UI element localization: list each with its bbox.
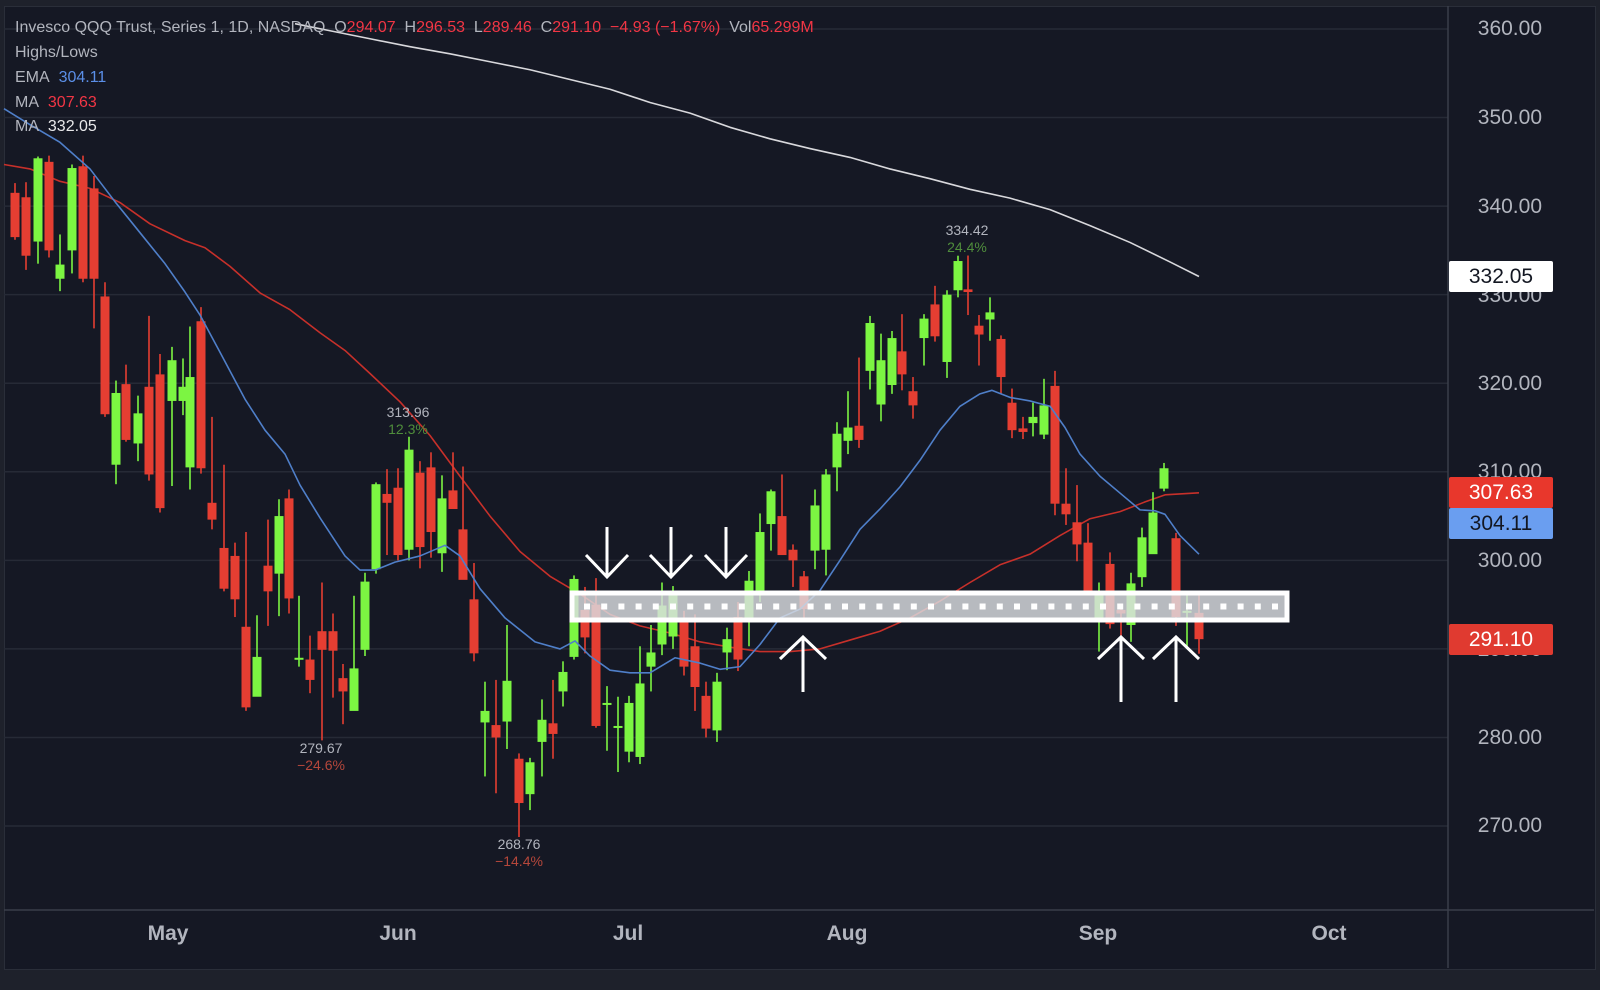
- symbol-legend: Invesco QQQ Trust, Series 1, 1D, NASDAQ …: [15, 19, 814, 37]
- annotation-arrows: [584, 527, 1201, 702]
- low-value: 289.46: [482, 19, 532, 36]
- open-label: O: [334, 19, 347, 36]
- x-tick-label: May: [147, 922, 189, 945]
- x-tick-label: Aug: [826, 922, 868, 945]
- indicator-highs-lows[interactable]: Highs/Lows: [15, 44, 98, 62]
- low-marker-268: 268.76 −14.4%: [495, 836, 543, 870]
- low-marker-pct: −14.4%: [495, 853, 543, 869]
- indicator-ma-50[interactable]: MA 307.63: [15, 94, 97, 112]
- support-band: [569, 590, 1290, 623]
- volume-label: Vol: [729, 19, 752, 36]
- indicator-ema[interactable]: EMA 304.11: [15, 69, 106, 87]
- high-marker-pct: 24.4%: [947, 239, 987, 255]
- high-label: H: [404, 19, 417, 36]
- candlesticks: [10, 155, 1204, 838]
- y-tick-label: 360.00: [1477, 17, 1542, 40]
- low-marker-pct: −24.6%: [297, 757, 345, 773]
- y-tick-label: 280.00: [1477, 726, 1542, 749]
- chart-frame: [4, 6, 1596, 970]
- high-value: 296.53: [416, 19, 465, 36]
- y-tick-label: 350.00: [1477, 106, 1542, 129]
- y-tick-label: 320.00: [1477, 372, 1542, 395]
- indicator-value: 332.05: [47, 118, 97, 135]
- indicator-value: 307.63: [47, 94, 97, 111]
- high-marker-pct: 12.3%: [388, 421, 428, 437]
- low-label: L: [473, 19, 483, 36]
- high-marker-price: 313.96: [386, 404, 430, 420]
- indicator-name: MA: [15, 94, 39, 111]
- change-value: −4.93 (−1.67%): [610, 19, 721, 36]
- volume-value: 65.299M: [751, 19, 814, 36]
- low-marker-price: 268.76: [497, 836, 541, 852]
- low-marker-279: 279.67 −24.6%: [297, 740, 345, 774]
- low-marker-price: 279.67: [299, 740, 343, 756]
- close-value: 291.10: [552, 19, 602, 36]
- close-label: C: [540, 19, 553, 36]
- ma-50-price-tag: 307.63: [1449, 477, 1553, 509]
- ma-200-line: [294, 22, 1200, 278]
- high-marker-334: 334.42 24.4%: [946, 222, 989, 256]
- high-marker-313: 313.96 12.3%: [387, 404, 430, 438]
- indicator-name: Highs/Lows: [15, 44, 98, 61]
- y-tick-label: 340.00: [1477, 195, 1542, 218]
- x-tick-label: Jun: [379, 922, 417, 945]
- indicator-ma-200[interactable]: MA 332.05: [15, 118, 97, 136]
- last-price-tag: 291.10: [1449, 623, 1553, 655]
- y-tick-label: 300.00: [1477, 549, 1542, 572]
- x-tick-label: Sep: [1078, 922, 1118, 945]
- symbol-title: Invesco QQQ Trust, Series 1, 1D, NASDAQ: [15, 19, 326, 36]
- indicator-name: EMA: [15, 69, 50, 86]
- open-value: 294.07: [346, 19, 396, 36]
- y-tick-label: 310.00: [1477, 460, 1542, 483]
- ema-line: [3, 108, 1200, 674]
- ma-200-price-tag: 332.05: [1449, 261, 1553, 293]
- indicator-value: 304.11: [58, 69, 107, 86]
- ema-price-tag: 304.11: [1449, 508, 1553, 540]
- indicator-name: MA: [15, 118, 39, 135]
- y-tick-label: 270.00: [1477, 814, 1542, 837]
- gridlines: [4, 28, 1448, 827]
- high-marker-price: 334.42: [945, 222, 989, 238]
- x-tick-label: Oct: [1311, 922, 1347, 945]
- x-tick-label: Jul: [612, 922, 644, 945]
